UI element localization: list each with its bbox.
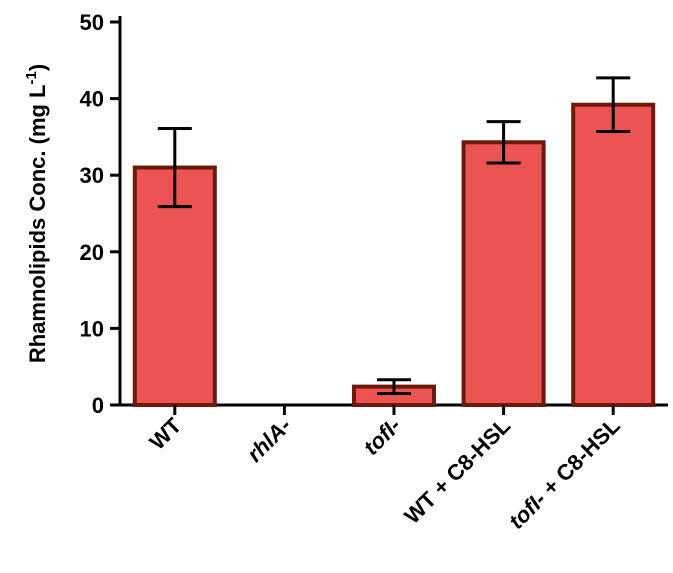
y-tick-label: 30 [80,163,104,188]
x-category-label: WT + C8-HSL [399,413,515,529]
error-bar [157,126,192,209]
error-bar [377,378,411,396]
x-category-label: rhlA- [242,413,296,467]
error-bar [486,120,521,165]
bar [461,140,546,407]
x-category-label: tofI- [358,413,405,460]
y-tick-label: 10 [80,316,104,341]
y-tick-label: 40 [80,87,104,112]
y-tick-label: 20 [80,240,104,265]
y-tick-label: 0 [92,393,104,418]
y-tick-label: 50 [80,10,104,35]
bars [132,102,656,407]
error-bars [157,76,631,396]
y-ticks: 0 10 20 30 40 50 [80,10,120,418]
bar [571,102,656,407]
error-bar [596,76,631,134]
y-axis-title-group: Rhamnolipids Conc. (mg L-1) [23,64,50,363]
y-axis-title: Rhamnolipids Conc. (mg L-1) [23,64,50,363]
x-category-label: WT [144,412,186,454]
x-category-label: tofI- + C8-HSL [504,413,625,534]
